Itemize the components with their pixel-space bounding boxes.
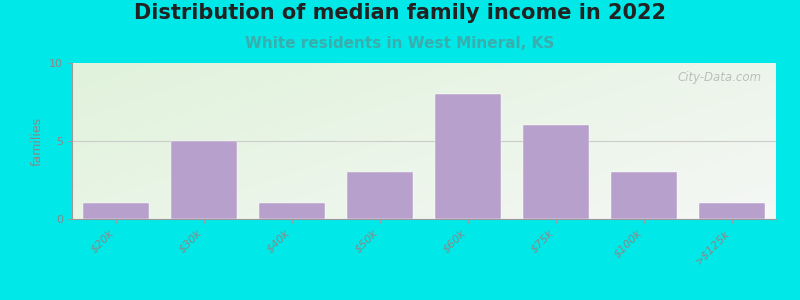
Bar bbox=[699, 203, 765, 219]
Text: White residents in West Mineral, KS: White residents in West Mineral, KS bbox=[246, 36, 554, 51]
Text: Distribution of median family income in 2022: Distribution of median family income in … bbox=[134, 3, 666, 23]
Bar bbox=[611, 172, 677, 219]
Bar bbox=[83, 203, 149, 219]
Y-axis label: families: families bbox=[30, 116, 43, 166]
Bar bbox=[171, 141, 237, 219]
Bar bbox=[435, 94, 501, 219]
Bar bbox=[259, 203, 325, 219]
Bar bbox=[523, 125, 589, 219]
Text: City-Data.com: City-Data.com bbox=[678, 71, 762, 84]
Bar bbox=[347, 172, 413, 219]
